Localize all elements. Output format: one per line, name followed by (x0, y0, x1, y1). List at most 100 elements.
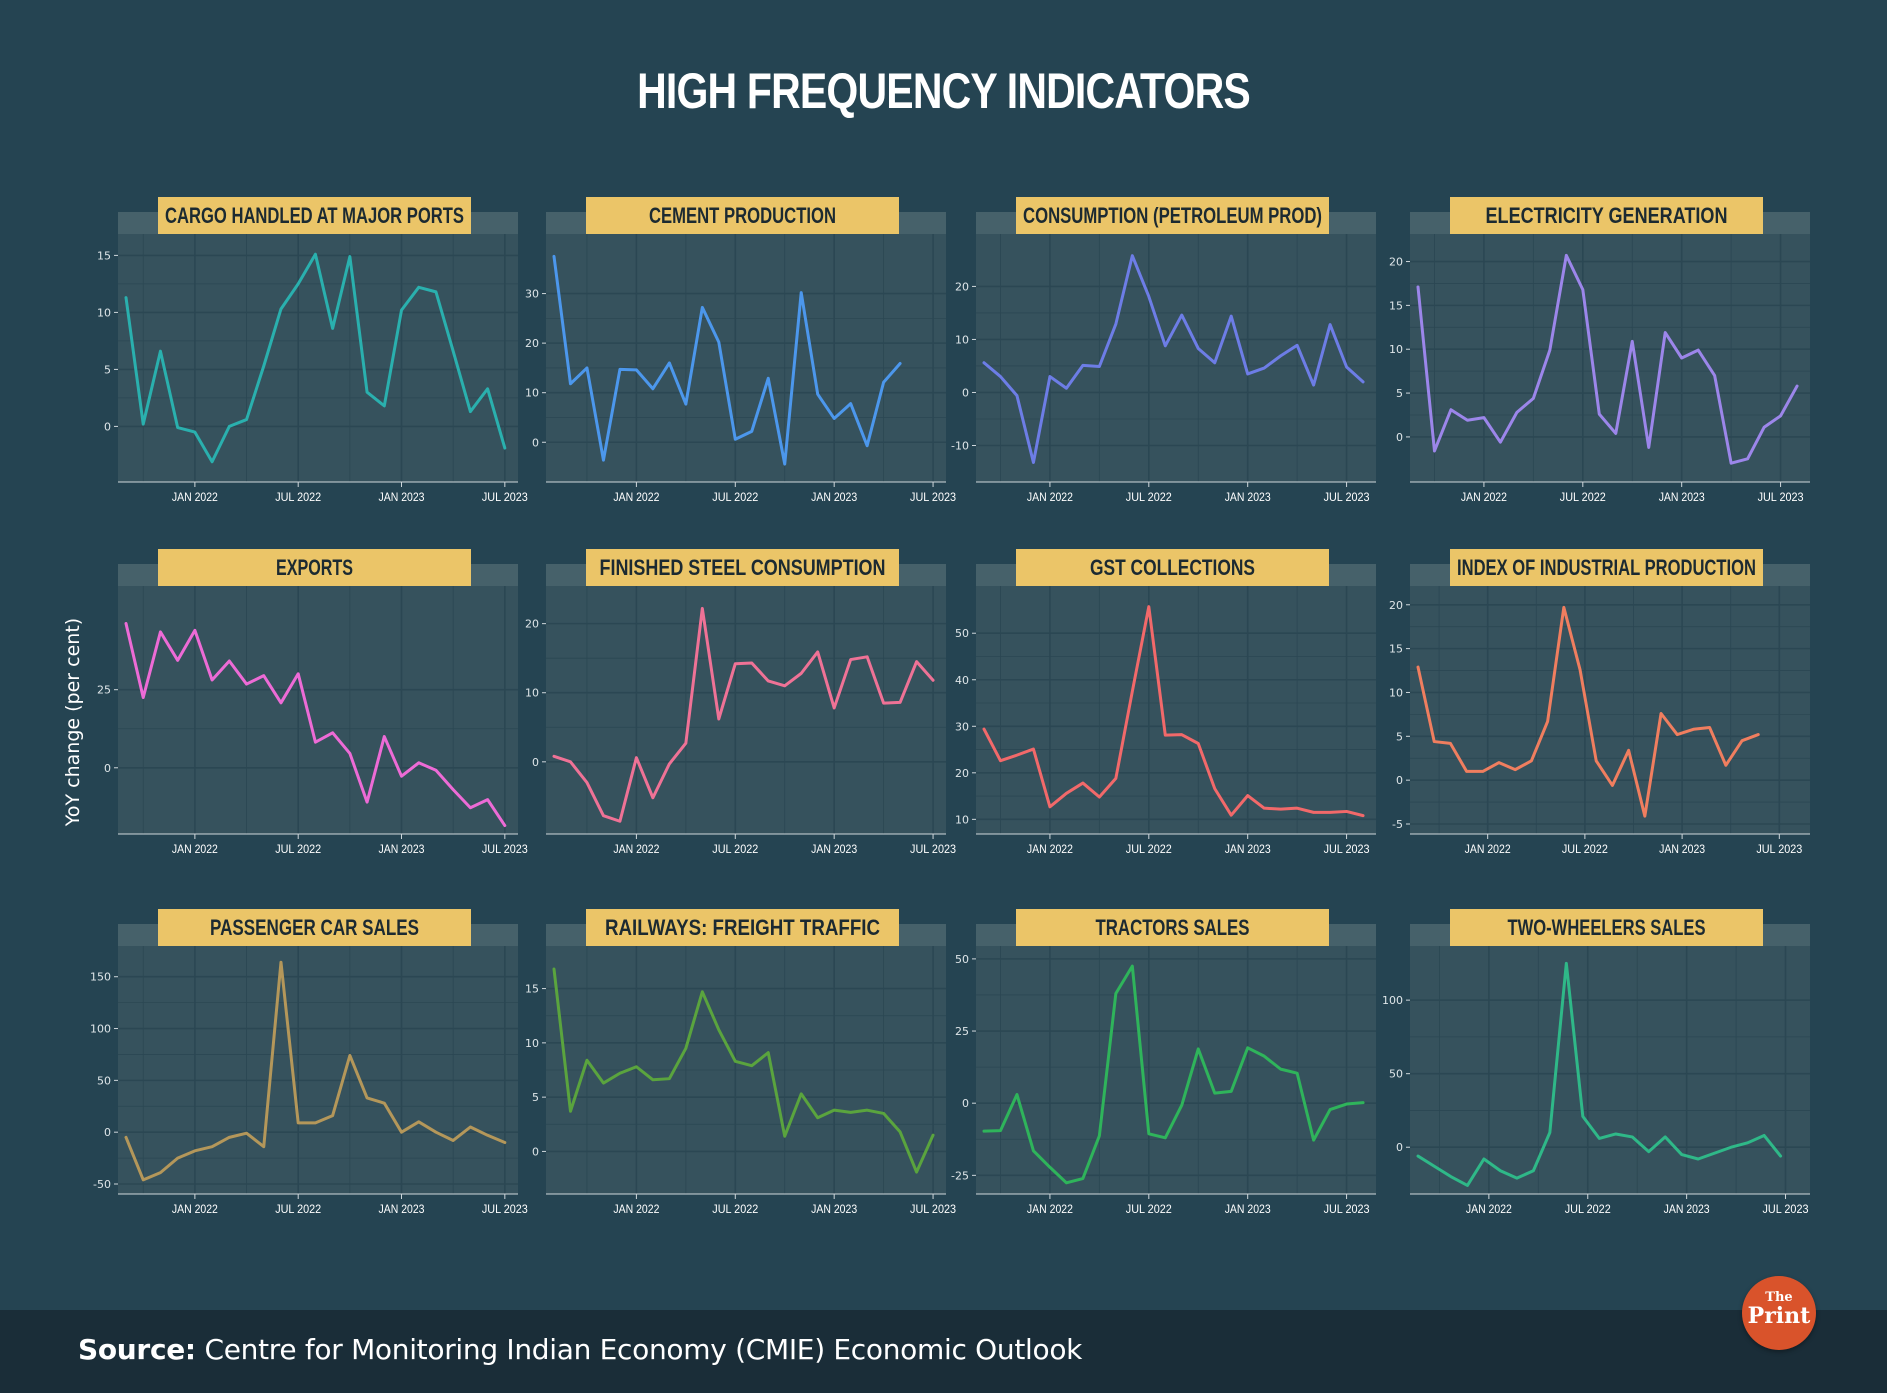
series-line (1416, 253, 1799, 465)
data-point (1449, 408, 1453, 411)
y-tick-label: 20 (955, 280, 969, 293)
y-tick-label: 100 (1382, 994, 1403, 1007)
data-point (1449, 1175, 1453, 1178)
data-point (1762, 1134, 1766, 1137)
data-point (849, 658, 852, 661)
data-point (159, 1171, 162, 1174)
data-point (1147, 295, 1151, 298)
data-point (1015, 394, 1019, 397)
data-point (314, 253, 317, 256)
data-point (1595, 759, 1598, 763)
y-tick-label: 5 (1396, 730, 1403, 743)
data-point (383, 404, 386, 408)
y-tick-label: 20 (525, 618, 539, 631)
data-point (1131, 254, 1134, 257)
data-point (1497, 761, 1501, 764)
series-line (982, 964, 1365, 1185)
data-point (314, 1121, 317, 1125)
data-point (331, 1114, 334, 1117)
data-point (1098, 795, 1101, 799)
panel-title: FINISHED STEEL CONSUMPTION (600, 555, 886, 580)
panel-title: CARGO HANDLED AT MAJOR PORTS (165, 203, 464, 228)
data-point (1262, 366, 1266, 370)
data-point (1530, 759, 1533, 763)
chart-cement-production: 0 10 20 30 JAN 2022 JUL 2022 JAN 2023 JUL 2023 C… (525, 197, 956, 504)
data-point (1081, 781, 1085, 785)
data-point (142, 422, 145, 426)
y-tick-label: -50 (93, 1178, 111, 1191)
data-point (701, 607, 704, 610)
data-point (1614, 432, 1617, 435)
data-point (1746, 1141, 1749, 1145)
data-point (469, 806, 472, 809)
series-line (982, 605, 1365, 818)
data-point (1795, 384, 1799, 388)
data-point (486, 798, 489, 801)
data-point (1246, 372, 1249, 376)
data-point (1114, 777, 1118, 780)
x-tick-label: JAN 2023 (811, 490, 857, 504)
x-tick-label: JUL 2023 (1324, 842, 1370, 856)
y-tick-label: 0 (532, 756, 539, 769)
data-point (1611, 784, 1614, 787)
data-point (1065, 792, 1068, 795)
x-tick-label: JUL 2022 (1562, 842, 1608, 856)
data-point (668, 361, 671, 365)
source-text: Centre for Monitoring Indian Economy (CM… (195, 1333, 1083, 1366)
data-point (1696, 1157, 1700, 1161)
y-tick-label: 10 (525, 387, 539, 400)
data-point (585, 1059, 589, 1062)
data-point (1708, 726, 1711, 729)
data-point (193, 629, 197, 632)
y-tick-label: 25 (97, 684, 111, 697)
data-point (262, 364, 265, 368)
data-point (176, 426, 179, 429)
data-point (348, 752, 352, 755)
data-point (1631, 340, 1634, 343)
data-point (296, 1121, 300, 1125)
data-point (635, 368, 638, 372)
data-point (767, 679, 770, 683)
x-tick-label: JUL 2023 (910, 490, 956, 504)
data-point (1433, 1165, 1436, 1168)
chart-cargo-handled-at-major-ports: 0 5 10 15 JAN 2022 JUL 2022 JAN 2023 JUL 2023 CA… (97, 197, 528, 504)
data-point (245, 1132, 248, 1135)
data-point (1015, 1093, 1019, 1096)
y-tick-label: 20 (525, 337, 539, 350)
data-point (552, 255, 556, 258)
chart-finished-steel-consumption: 0 10 20 JAN 2022 JUL 2022 JAN 2023 JUL 2023 FIN… (525, 549, 956, 856)
data-point (1081, 364, 1085, 367)
data-point (279, 961, 283, 964)
data-point (1466, 1184, 1469, 1187)
data-point (228, 1136, 231, 1139)
page-title: HIGH FREQUENCY INDICATORS (637, 63, 1251, 119)
panel-title-box (1016, 909, 1329, 946)
data-point (1246, 1046, 1249, 1049)
data-point (142, 1178, 145, 1182)
data-point (618, 368, 622, 371)
data-point (1032, 1149, 1035, 1153)
x-tick-label: JAN 2023 (1225, 490, 1271, 504)
y-tick-label: 10 (525, 687, 539, 700)
data-point (1361, 1101, 1365, 1104)
data-point (1692, 728, 1695, 731)
data-point (1676, 733, 1679, 736)
data-point (982, 1129, 986, 1133)
data-point (882, 1112, 885, 1115)
data-point (1482, 1157, 1486, 1161)
data-point (865, 1108, 869, 1112)
data-point (800, 291, 803, 294)
data-point (469, 1125, 472, 1129)
chart-passenger-car-sales: -50 0 50 100 150 JAN 2022 JUL 2022 JAN 2023 JUL … (90, 909, 528, 1216)
x-tick-label: JUL 2022 (1565, 1202, 1611, 1216)
x-tick-label: JAN 2022 (172, 842, 218, 856)
data-point (767, 377, 770, 380)
plot-panel (118, 946, 518, 1194)
data-point (800, 672, 803, 675)
data-point (1295, 806, 1299, 810)
data-point (569, 382, 572, 385)
y-tick-label: 100 (90, 1023, 111, 1036)
data-point (684, 1047, 688, 1050)
data-point (1032, 461, 1035, 464)
data-point (684, 402, 688, 406)
